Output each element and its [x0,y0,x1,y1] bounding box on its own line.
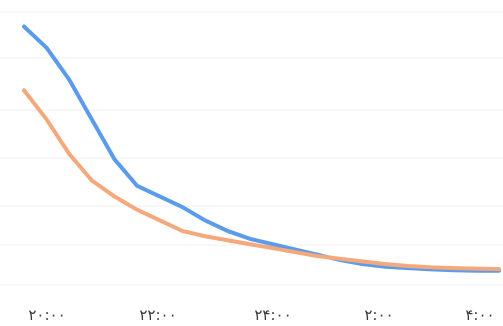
series-group [22,24,501,273]
x-tick-label: ۲۴:۰۰ [254,306,291,324]
x-axis-ticks: ۲۰:۰۰ ۲۲:۰۰ ۲۴:۰۰ ۲:۰۰ ۴:۰۰ [28,306,494,324]
series-line-1 [22,24,501,273]
x-tick-label: ۴:۰۰ [465,306,494,324]
x-tick-label: ۲:۰۰ [364,306,393,324]
x-tick-label: ۲۰:۰۰ [28,306,65,324]
series-line-2 [22,88,501,272]
x-tick-label: ۲۲:۰۰ [139,306,176,324]
